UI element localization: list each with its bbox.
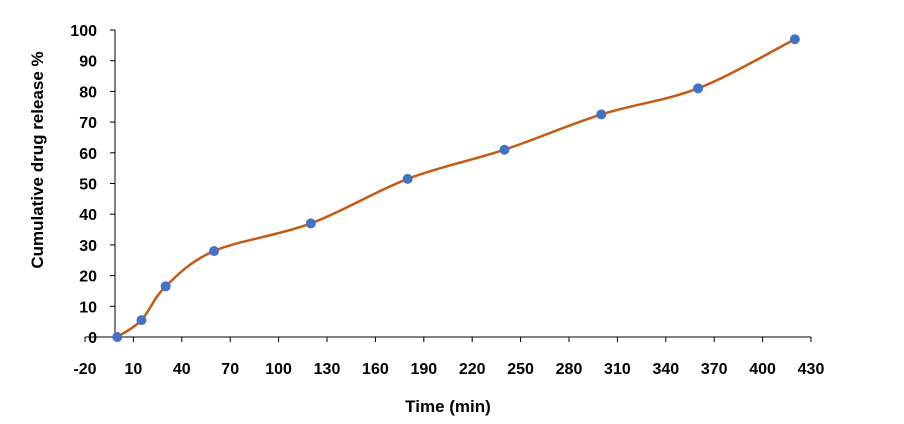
x-tick-label: 100 [265, 361, 292, 378]
data-point [209, 246, 220, 257]
x-tick-label: 190 [410, 361, 437, 378]
y-tick-label: 90 [79, 54, 97, 71]
x-axis: -20 10 40 70 100 130 160 190 220 250 280 310 340 370 4… [73, 336, 825, 378]
y-tick-label: 0 [88, 330, 97, 347]
y-tick-label: 30 [79, 238, 97, 255]
y-tick-label: 20 [79, 269, 97, 286]
data-point [789, 34, 800, 45]
x-tick-label: 70 [221, 361, 239, 378]
x-tick-label: 310 [604, 361, 631, 378]
data-point [136, 315, 147, 326]
y-tick-label: 70 [79, 115, 97, 132]
x-tick-label: 10 [125, 361, 143, 378]
x-tick-label: 130 [314, 361, 341, 378]
x-tick-label: 370 [701, 361, 728, 378]
series-line [116, 38, 796, 339]
x-tick-label: 250 [507, 361, 534, 378]
data-point [160, 281, 171, 292]
x-axis-title: Time (min) [405, 397, 491, 416]
x-tick-label: 400 [749, 361, 776, 378]
y-tick-label: 10 [79, 299, 97, 316]
x-tick-label: 430 [798, 361, 825, 378]
y-axis-title: Cumulative drug release % [28, 51, 47, 268]
y-axis: 0 10 20 30 40 50 60 70 80 90 100 [70, 23, 116, 347]
x-tick-label: 40 [173, 361, 191, 378]
x-tick-label: 280 [556, 361, 583, 378]
y-tick-label: 60 [79, 146, 97, 163]
x-tick-label: -20 [73, 361, 96, 378]
y-tick-label: 40 [79, 207, 97, 224]
data-point [596, 109, 607, 120]
y-tick-label: 50 [79, 177, 97, 194]
data-point [693, 83, 704, 94]
y-tick-label: 100 [70, 23, 97, 40]
y-tick-label: 80 [79, 84, 97, 101]
x-tick-label: 160 [362, 361, 389, 378]
data-point [402, 173, 413, 184]
data-point [305, 218, 316, 229]
data-point [499, 144, 510, 155]
x-tick-label: 340 [652, 361, 679, 378]
data-points [112, 34, 800, 342]
data-point [112, 332, 123, 342]
x-tick-label: 220 [459, 361, 486, 378]
